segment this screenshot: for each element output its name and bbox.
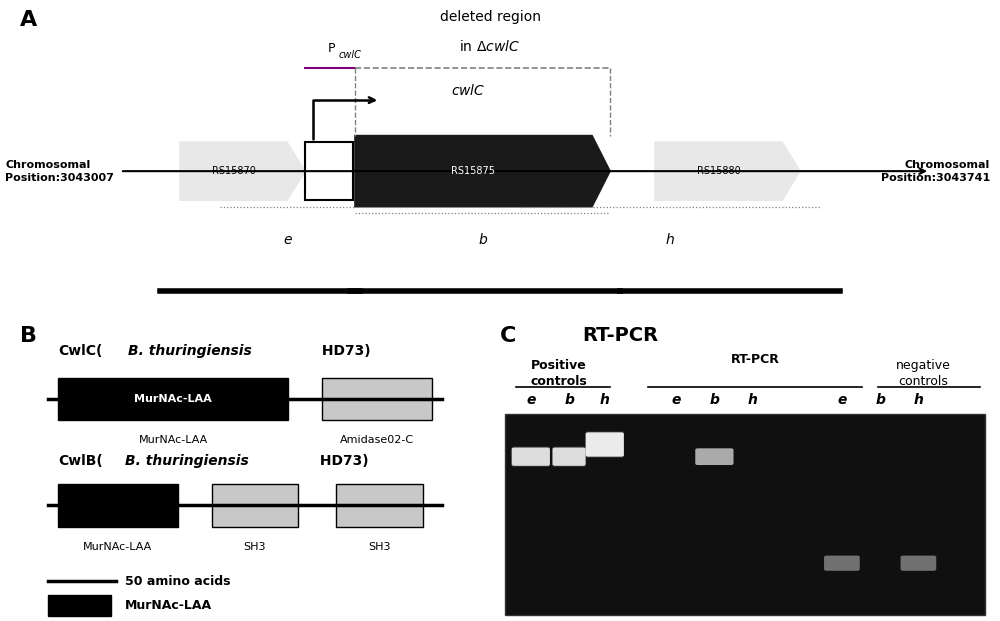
Text: negative
controls: negative controls <box>896 360 951 388</box>
FancyBboxPatch shape <box>824 556 860 571</box>
FancyBboxPatch shape <box>336 484 423 527</box>
Text: deleted region: deleted region <box>440 10 540 24</box>
FancyBboxPatch shape <box>512 446 550 467</box>
FancyBboxPatch shape <box>552 446 586 467</box>
Text: Chromosomal
Position:3043007: Chromosomal Position:3043007 <box>5 160 114 183</box>
Text: b: b <box>709 393 719 407</box>
Text: e: e <box>671 393 681 407</box>
Text: e: e <box>837 393 847 407</box>
Bar <box>58 378 288 420</box>
Text: cwlC: cwlC <box>339 50 362 60</box>
Text: B. thuringiensis: B. thuringiensis <box>125 453 249 468</box>
Text: h: h <box>600 393 610 407</box>
Text: RS15880: RS15880 <box>697 166 740 176</box>
Text: MurNAc-LAA: MurNAc-LAA <box>139 435 208 445</box>
Text: $\it{cwlC}$: $\it{cwlC}$ <box>451 83 485 98</box>
Text: SH3: SH3 <box>368 542 391 552</box>
Text: MurNAc-LAA: MurNAc-LAA <box>83 542 153 552</box>
Text: e: e <box>526 393 535 407</box>
FancyBboxPatch shape <box>552 448 586 466</box>
Text: Amidase02-C: Amidase02-C <box>340 435 414 445</box>
Text: P: P <box>328 42 336 55</box>
Text: b: b <box>875 393 885 407</box>
Text: b: b <box>478 232 487 247</box>
Text: C: C <box>500 326 517 346</box>
FancyBboxPatch shape <box>695 448 734 465</box>
FancyBboxPatch shape <box>512 448 550 466</box>
FancyBboxPatch shape <box>901 556 936 571</box>
FancyBboxPatch shape <box>322 378 432 420</box>
Text: RT-PCR: RT-PCR <box>731 353 780 366</box>
Text: MurNAc-LAA: MurNAc-LAA <box>125 599 212 612</box>
FancyArrow shape <box>355 135 610 207</box>
Text: h: h <box>666 232 674 247</box>
Text: CwlB(: CwlB( <box>58 453 103 468</box>
Text: h: h <box>748 393 758 407</box>
Text: MurNAc-LAA: MurNAc-LAA <box>134 394 212 404</box>
Text: RT-PCR: RT-PCR <box>582 326 658 345</box>
Text: HD73): HD73) <box>315 453 368 468</box>
FancyArrow shape <box>655 142 800 200</box>
Text: HD73): HD73) <box>317 344 371 358</box>
Bar <box>505 414 985 615</box>
FancyBboxPatch shape <box>586 432 624 458</box>
Text: RS15875: RS15875 <box>452 166 496 176</box>
Text: Chromosomal
Position:3043741: Chromosomal Position:3043741 <box>881 160 990 183</box>
Text: RS15870: RS15870 <box>212 166 255 176</box>
Text: B: B <box>20 326 37 346</box>
FancyBboxPatch shape <box>586 432 624 456</box>
FancyBboxPatch shape <box>212 484 298 527</box>
Bar <box>305 142 353 200</box>
Text: h: h <box>913 393 923 407</box>
Text: B. thuringiensis: B. thuringiensis <box>128 344 251 358</box>
Bar <box>58 484 178 527</box>
Bar <box>48 595 111 617</box>
Text: e: e <box>283 232 292 247</box>
Text: SH3: SH3 <box>244 542 266 552</box>
Text: in $\Delta$$\it{cwlC}$: in $\Delta$$\it{cwlC}$ <box>459 39 521 54</box>
Text: Positive
controls: Positive controls <box>530 360 587 388</box>
Text: A: A <box>20 10 37 30</box>
Text: CwlC(: CwlC( <box>58 344 102 358</box>
Text: b: b <box>564 393 574 407</box>
FancyArrow shape <box>180 142 305 200</box>
Text: 50 amino acids: 50 amino acids <box>125 575 231 588</box>
